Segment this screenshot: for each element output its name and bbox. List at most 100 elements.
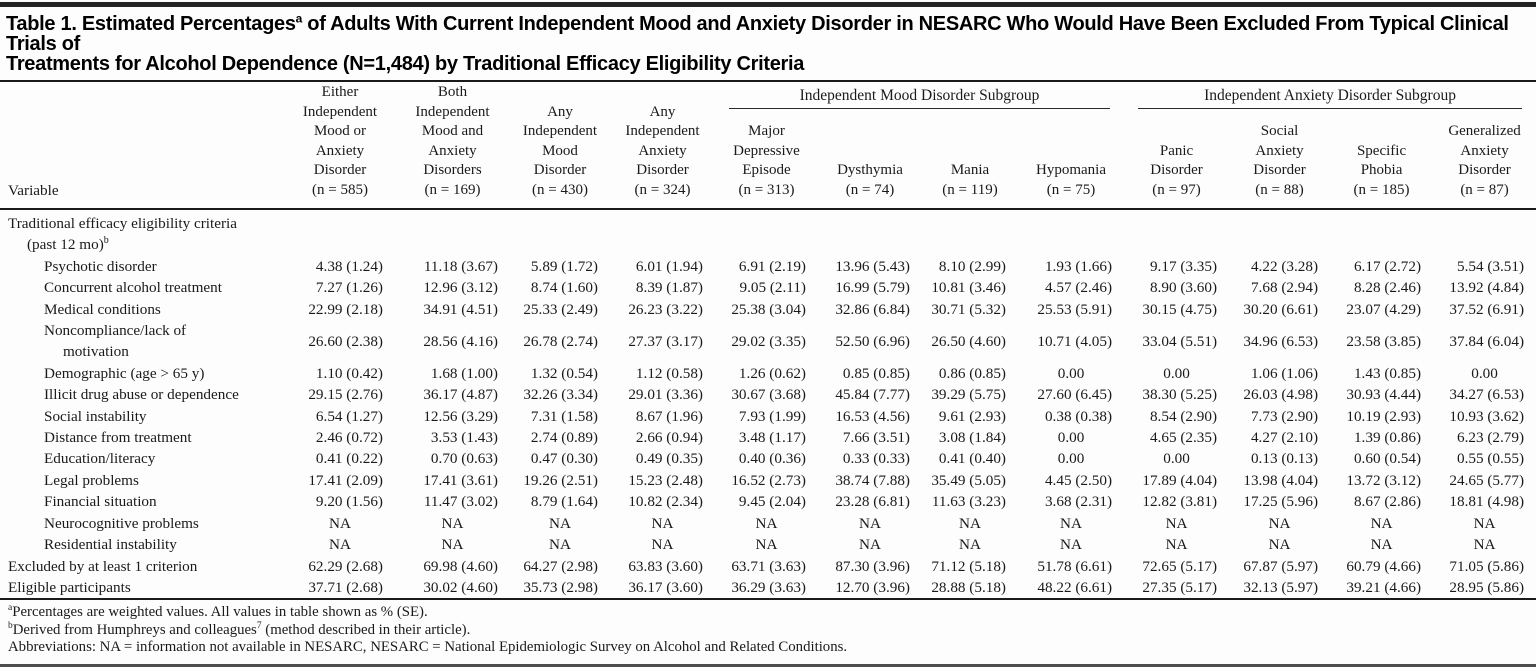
- cell-value: 0.33 (0.33): [842, 450, 910, 468]
- cell-value: 37.52 (6.91): [1449, 300, 1525, 318]
- cell-value: 4.27 (2.10): [1250, 429, 1319, 447]
- cell-value: 2.66 (0.94): [635, 429, 703, 447]
- cell-value: 12.70 (3.96): [835, 578, 910, 596]
- row-label-text: Medical conditions: [44, 300, 161, 318]
- group-header-mood-subgroup: Independent Mood Disorder Subgroup: [715, 81, 1124, 122]
- col-header-gad: Generalized Anxiety Disorder (n = 87): [1433, 122, 1536, 209]
- cell-value: 0.41 (0.22): [315, 450, 383, 468]
- cell-value: 32.26 (3.34): [523, 386, 598, 404]
- col-header-label: Specific Phobia (n = 185): [1353, 142, 1410, 198]
- cell-value: 1.68 (1.00): [430, 364, 498, 382]
- row-label-text: Residential instability: [44, 536, 177, 554]
- row-label: Demographic (age > 65 y): [0, 363, 285, 384]
- cell-value: 2.46 (0.72): [315, 429, 383, 447]
- cell-value: 24.65 (5.77): [1449, 471, 1525, 489]
- cell-value: 29.01 (3.36): [628, 386, 703, 404]
- footnotes: aPercentages are weighted values. All va…: [0, 600, 1536, 662]
- cell-value: 64.27 (2.98): [523, 557, 598, 575]
- cell-value: NA: [441, 514, 464, 532]
- cell-value: 71.05 (5.86): [1449, 557, 1525, 575]
- col-header-panic: Panic Disorder (n = 97): [1124, 122, 1229, 209]
- cell-value: 0.00: [1163, 364, 1190, 382]
- cell-value: 1.12 (0.58): [635, 364, 703, 382]
- cell-value: 6.91 (2.19): [738, 257, 806, 275]
- header-row-groups: Variable Either Independent Mood or Anxi…: [0, 81, 1536, 199]
- cell-value: 23.07 (4.29): [1346, 300, 1422, 318]
- cell-value: 67.87 (5.97): [1243, 557, 1319, 575]
- cell-value: 1.26 (0.62): [738, 364, 806, 382]
- cell-value: NA: [1370, 514, 1393, 532]
- cell-value: 4.57 (2.46): [1044, 279, 1113, 297]
- table-body: Traditional efficacy eligibility criteri…: [0, 209, 1536, 599]
- cell-value: 11.18 (3.67): [423, 257, 498, 275]
- cell-value: 3.08 (1.84): [938, 429, 1006, 447]
- cell-value: 87.30 (3.96): [835, 557, 910, 575]
- table-row: Legal problems 17.41 (2.09) 17.41 (3.61) 19…: [0, 470, 1536, 491]
- footnote-abbreviations: Abbreviations: NA = information not avai…: [8, 639, 1528, 657]
- row-label-text: Excluded by at least 1 criterion: [8, 557, 198, 575]
- cell-value: NA: [441, 536, 464, 554]
- cell-value: NA: [651, 536, 674, 554]
- cell-value: 9.20 (1.56): [315, 493, 383, 511]
- footnote-text: (method described in their article).: [261, 621, 471, 638]
- cell-value: 45.84 (7.77): [835, 386, 910, 404]
- cell-value: 8.74 (1.60): [530, 279, 598, 297]
- cell-value: NA: [959, 536, 981, 554]
- row-label-text: Demographic (age > 65 y): [44, 364, 205, 382]
- table-row: Financial situation 9.20 (1.56) 11.47 (3.0…: [0, 491, 1536, 512]
- footnote-text: Abbreviations: NA = information not avai…: [8, 639, 848, 656]
- col-header-any-mood: Any Independent Mood Disorder (n = 430): [510, 81, 610, 209]
- table-row: Education/literacy 0.41 (0.22) 0.70 (0.63)…: [0, 448, 1536, 469]
- table-row: Residential instability NA NA NA NA NA NA NA NA N…: [0, 534, 1536, 555]
- cell-value: 17.25 (5.96): [1243, 493, 1319, 511]
- cell-value: 12.82 (3.81): [1142, 493, 1218, 511]
- cell-value: 63.83 (3.60): [628, 557, 703, 575]
- cell-value: 32.13 (5.97): [1243, 578, 1319, 596]
- cell-value: 35.73 (2.98): [523, 578, 598, 596]
- cell-value: 0.55 (0.55): [1456, 450, 1525, 468]
- cell-value: 19.26 (2.51): [523, 471, 598, 489]
- cell-value: 2.74 (0.89): [530, 429, 598, 447]
- cell-value: 0.60 (0.54): [1353, 450, 1422, 468]
- cell-value: 63.71 (3.63): [731, 557, 806, 575]
- cell-value: 8.39 (1.87): [635, 279, 703, 297]
- cell-value: 29.15 (2.76): [308, 386, 383, 404]
- cell-value: 6.01 (1.94): [635, 257, 703, 275]
- cell-value: 34.96 (6.53): [1243, 332, 1319, 350]
- cell-value: 37.71 (2.68): [308, 578, 383, 596]
- cell-value: 1.10 (0.42): [315, 364, 383, 382]
- cell-value: 26.60 (2.38): [308, 332, 383, 350]
- cell-value: 12.96 (3.12): [423, 279, 498, 297]
- cell-value: 71.12 (5.18): [931, 557, 1006, 575]
- cell-value: 0.41 (0.40): [938, 450, 1006, 468]
- cell-value: 10.71 (4.05): [1037, 332, 1113, 350]
- cell-value: 7.31 (1.58): [530, 407, 598, 425]
- data-table: Variable Either Independent Mood or Anxi…: [0, 80, 1536, 601]
- cell-value: 7.27 (1.26): [315, 279, 383, 297]
- top-rule: [0, 2, 1536, 7]
- cell-value: 35.49 (5.05): [931, 471, 1006, 489]
- cell-value: 30.20 (6.61): [1243, 300, 1319, 318]
- row-label-text: Education/literacy: [44, 450, 156, 468]
- cell-value: 8.90 (3.60): [1149, 279, 1218, 297]
- cell-value: NA: [1165, 536, 1188, 554]
- cell-value: 28.88 (5.18): [931, 578, 1006, 596]
- row-label: Concurrent alcohol treatment: [0, 277, 285, 298]
- col-header-label: Generalized Anxiety Disorder (n = 87): [1448, 123, 1521, 198]
- cell-value: 0.38 (0.38): [1044, 407, 1113, 425]
- cell-value: 4.65 (2.35): [1149, 429, 1218, 447]
- col-header-label: Major Depressive Episode (n = 313): [733, 123, 800, 198]
- cell-value: 26.50 (4.60): [931, 332, 1006, 350]
- row-label-text: Legal problems: [44, 471, 139, 489]
- cell-value: 0.47 (0.30): [530, 450, 598, 468]
- cell-value: NA: [1268, 514, 1291, 532]
- col-header-mania: Mania (n = 119): [922, 122, 1018, 209]
- cell-value: NA: [651, 514, 674, 532]
- table-row: Medical conditions 22.99 (2.18) 34.91 (4.5…: [0, 299, 1536, 320]
- cell-value: 3.68 (2.31): [1044, 493, 1113, 511]
- cell-value: 4.38 (1.24): [315, 257, 383, 275]
- row-label: Distance from treatment: [0, 427, 285, 448]
- col-header-either: Either Independent Mood or Anxiety Disor…: [285, 81, 395, 209]
- cell-value: 13.96 (5.43): [835, 257, 910, 275]
- cell-value: 9.45 (2.04): [738, 493, 806, 511]
